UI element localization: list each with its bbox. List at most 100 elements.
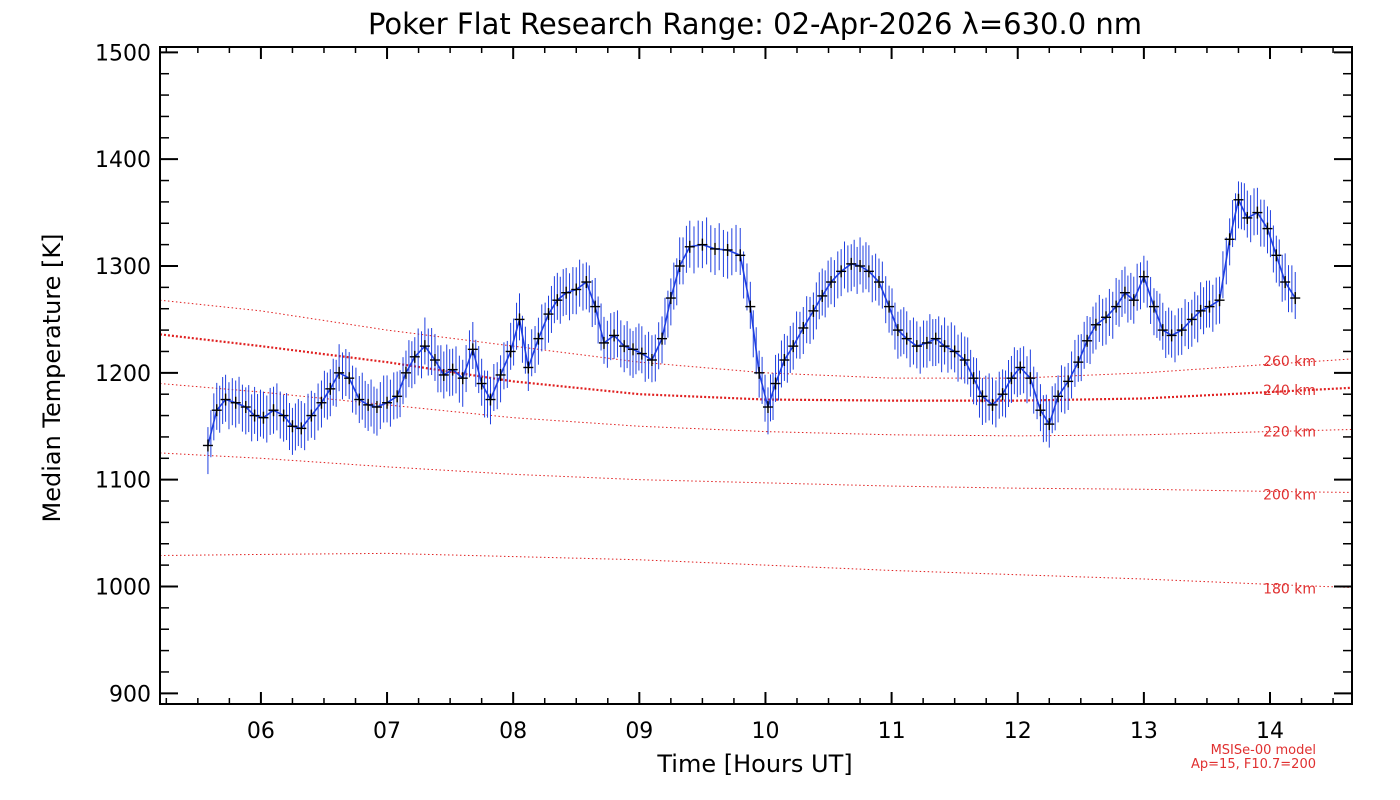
data-point [316, 396, 327, 409]
data-series [202, 181, 1301, 475]
data-point [836, 265, 847, 278]
data-point [855, 260, 866, 272]
data-point [523, 361, 534, 374]
data-point [745, 300, 756, 313]
data-point [581, 276, 592, 289]
data-point [306, 409, 317, 422]
data-point [863, 265, 874, 278]
plot-frame [159, 46, 1353, 705]
data-point [514, 313, 525, 326]
data-point [939, 340, 950, 353]
data-point [884, 300, 895, 313]
data-point [1044, 418, 1055, 431]
data-point [636, 347, 647, 360]
data-point [438, 368, 449, 381]
data-point [202, 439, 213, 452]
data-point [590, 300, 601, 313]
data-point [533, 332, 544, 345]
data-point [817, 289, 828, 302]
data-point [1101, 311, 1112, 324]
data-point [211, 404, 222, 417]
data-point [1204, 300, 1215, 313]
data-point [959, 354, 970, 367]
data-point [1214, 294, 1225, 307]
data-point [1224, 233, 1235, 246]
x-tick-label: 12 [1004, 719, 1032, 744]
data-point [249, 409, 260, 422]
x-tick-label: 13 [1130, 719, 1158, 744]
model-curve-label: 200 km [1263, 488, 1316, 504]
data-point [392, 390, 403, 403]
data-point [779, 354, 790, 367]
x-tick-label: 11 [878, 719, 906, 744]
data-point [1233, 193, 1244, 206]
data-point [997, 388, 1008, 401]
x-axis-ticks: 06 07 08 09 10 11 12 13 14 [165, 47, 1334, 744]
data-point [722, 243, 733, 256]
data-point [628, 343, 639, 356]
data-point [1073, 356, 1084, 369]
model-curve [159, 552, 1353, 589]
data-point [826, 276, 837, 289]
x-tick-label: 10 [751, 719, 779, 744]
data-point [1090, 318, 1101, 331]
data-point [571, 283, 582, 296]
y-tick-label: 1100 [95, 469, 151, 494]
data-point [334, 366, 345, 379]
data-point [646, 354, 657, 367]
data-point [258, 411, 269, 424]
x-tick-label: 09 [625, 719, 653, 744]
data-point [429, 354, 440, 367]
data-point [1157, 324, 1168, 337]
data-point [354, 393, 365, 406]
data-point [1111, 300, 1122, 313]
data-point [382, 396, 393, 409]
data-point [371, 401, 382, 414]
data-point [409, 350, 420, 363]
model-curve-label: 260 km [1263, 354, 1316, 370]
data-point [1176, 324, 1187, 337]
data-point [1280, 276, 1291, 289]
data-point [1148, 300, 1159, 313]
data-point [949, 345, 960, 358]
x-tick-label: 08 [499, 719, 527, 744]
data-point [363, 398, 374, 411]
model-curve-label: 220 km [1263, 425, 1316, 441]
data-point [808, 304, 819, 317]
y-tick-label: 1000 [95, 575, 151, 600]
data-point [619, 340, 630, 353]
x-tick-label: 07 [373, 719, 401, 744]
data-point [1195, 304, 1206, 317]
data-point [1119, 286, 1130, 299]
data-point [1271, 249, 1282, 262]
model-curve [159, 452, 1353, 493]
data-point [987, 398, 998, 411]
data-point [921, 336, 932, 349]
data-point [287, 420, 298, 433]
data-point [467, 343, 478, 356]
x-tick-label: 14 [1256, 719, 1284, 744]
data-point [1082, 334, 1093, 347]
model-note-line2: Ap=15, F10.7=200 [1191, 757, 1316, 772]
data-point [762, 401, 773, 414]
data-point [901, 332, 912, 345]
x-tick-label: 06 [247, 719, 275, 744]
y-tick-label: 900 [109, 682, 151, 707]
data-point [735, 249, 746, 262]
data-point [609, 329, 620, 342]
data-point [1186, 313, 1197, 326]
data-point [684, 240, 695, 253]
data-point [296, 422, 307, 435]
data-point [846, 257, 857, 270]
model-note-line1: MSISe-00 model [1211, 743, 1316, 758]
data-point [240, 401, 251, 414]
data-point [657, 332, 668, 345]
data-point [220, 393, 231, 406]
data-point [505, 345, 516, 358]
data-point [873, 276, 884, 289]
data-point [1290, 292, 1301, 305]
data-point [419, 340, 430, 353]
y-axis-ticks: 900 1000 1100 1200 1300 1400 1500 [95, 41, 1352, 707]
data-point [1128, 294, 1139, 307]
data-point [1053, 390, 1064, 403]
